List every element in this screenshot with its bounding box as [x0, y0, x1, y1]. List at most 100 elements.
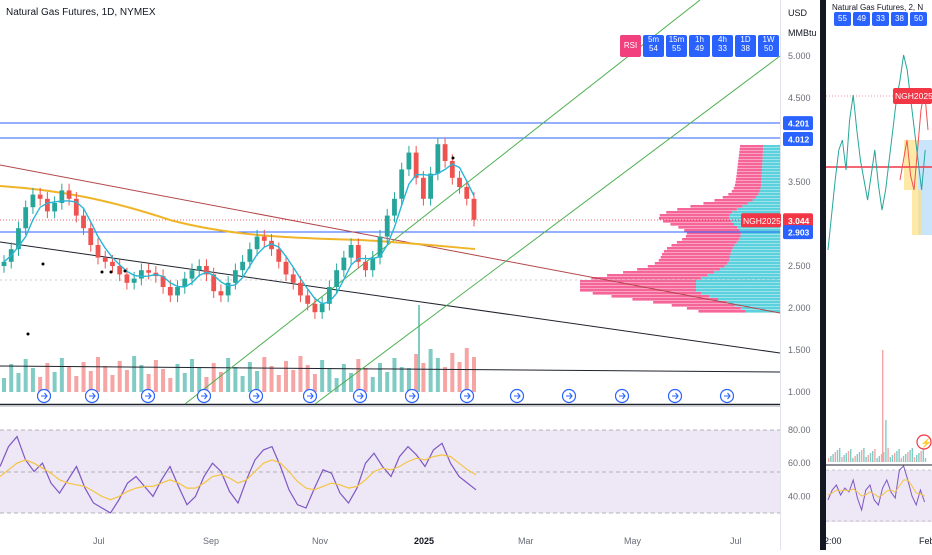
profile-bar-up — [740, 232, 780, 235]
symbol-tag[interactable] — [741, 213, 781, 228]
price-tick: 4.500 — [788, 93, 811, 103]
secondary-rsi-value: 50 — [914, 14, 923, 23]
rsi-ma-line — [0, 454, 477, 501]
volume-bar — [334, 378, 339, 392]
lightning-icon[interactable] — [916, 434, 932, 450]
profile-bar-down — [736, 175, 762, 178]
volume-bar — [67, 367, 72, 392]
profile-bar-up — [707, 274, 780, 277]
price-tag[interactable] — [783, 213, 813, 228]
secondary-rsi-box[interactable]: 55 — [834, 12, 851, 26]
price-tick: 3.500 — [788, 177, 811, 187]
candle-body — [131, 278, 137, 283]
profile-bar-down — [580, 286, 696, 289]
time-tick: Jul — [93, 536, 105, 546]
symbol-tag-label: NGH2025 — [743, 216, 781, 226]
secondary-volume-bar — [874, 449, 876, 462]
candle-body — [377, 236, 383, 258]
volume-bar — [240, 376, 245, 392]
profile-bar-up — [701, 292, 780, 295]
profile-bar-up — [761, 181, 780, 184]
rsi-label-box[interactable]: RSI — [620, 35, 641, 57]
secondary-volume-bar — [920, 451, 922, 462]
price-tag[interactable] — [783, 225, 813, 240]
secondary-rsi-box[interactable]: 38 — [891, 12, 908, 26]
currency-label[interactable]: USD — [788, 8, 808, 18]
candle-body — [363, 261, 368, 271]
profile-bar-up — [709, 295, 780, 298]
profile-bar-up — [727, 262, 780, 265]
candle-body — [30, 194, 36, 208]
profile-bar-down — [734, 184, 762, 187]
price-tick: 5.000 — [788, 51, 811, 61]
candle-body — [240, 261, 246, 271]
price-tag[interactable] — [783, 131, 813, 146]
secondary-volume-bar — [880, 454, 883, 462]
volume-bar — [117, 361, 122, 392]
black-baseline[interactable] — [0, 365, 781, 373]
profile-bar-down — [714, 199, 753, 202]
profile-bar-down — [737, 166, 763, 169]
candle-body — [37, 194, 43, 199]
rsi-timeframe-box[interactable]: 15m 55 — [666, 35, 687, 57]
candle-body — [471, 198, 477, 220]
profile-bar-up — [696, 280, 780, 283]
secondary-volume-bar — [839, 448, 841, 462]
candle-body — [247, 249, 253, 262]
volume-bar — [168, 378, 173, 392]
profile-bar-down — [607, 274, 708, 277]
unit-label[interactable]: MMBtu — [788, 28, 817, 38]
profile-bar-down — [654, 262, 728, 265]
secondary-volume-bar — [863, 448, 865, 462]
channel-upper[interactable] — [184, 0, 701, 405]
profile-bar-down — [623, 271, 715, 274]
profile-bar-down — [580, 283, 696, 286]
volume-bar — [218, 372, 223, 392]
channel-lower[interactable] — [314, 55, 781, 405]
rsi-tick: 80.00 — [788, 425, 811, 435]
profile-bar-up — [696, 286, 780, 289]
profile-bar-up — [740, 307, 780, 310]
profile-bar-up — [724, 265, 780, 268]
profile-bar-down — [740, 145, 764, 148]
secondary-volume-bar — [902, 456, 905, 462]
profile-bar-down — [653, 301, 727, 304]
volume-bar — [45, 363, 50, 392]
rsi-timeframe-box[interactable]: 4h 33 — [712, 35, 733, 57]
event-arrow-glyph — [201, 392, 208, 400]
profile-bar-down — [670, 223, 734, 226]
profile-bar-down — [661, 253, 731, 256]
black-trendline[interactable] — [0, 241, 781, 354]
profile-bar-down — [667, 247, 733, 250]
price-tag[interactable] — [783, 116, 813, 131]
volume-bar — [23, 359, 28, 392]
volume-bar — [255, 371, 260, 392]
event-arrow-glyph — [41, 392, 48, 400]
marker-dot — [41, 262, 45, 266]
volume-bar — [103, 366, 108, 392]
time-tick: Nov — [312, 536, 329, 546]
secondary-volume-bar — [891, 455, 894, 462]
profile-bar-down — [703, 202, 748, 205]
rsi-timeframe-box[interactable]: 1W 50 — [758, 35, 779, 57]
secondary-rsi-box[interactable]: 49 — [853, 12, 870, 26]
candle-body — [160, 276, 166, 287]
volume-bar — [262, 357, 267, 392]
secondary-volume-bar — [847, 451, 850, 462]
candle-body — [117, 266, 123, 275]
rsi-timeframe-box[interactable]: 1h 49 — [689, 35, 710, 57]
profile-bar-up — [738, 238, 780, 241]
secondary-volume-bar — [883, 452, 885, 462]
rsi-timeframe-box[interactable]: 1D 38 — [735, 35, 756, 57]
secondary-rsi-box[interactable]: 33 — [872, 12, 889, 26]
price-tag-label: 4.201 — [788, 119, 810, 129]
secondary-price-tag[interactable] — [893, 88, 932, 104]
secondary-volume-bar — [841, 457, 843, 462]
secondary-volume-bar — [878, 456, 880, 462]
rsi-timeframe-box[interactable]: 5m 54 — [643, 35, 664, 57]
candle-body — [442, 144, 448, 161]
candle-body — [464, 187, 470, 199]
secondary-rsi-box[interactable]: 50 — [910, 12, 927, 26]
marker-dot — [26, 332, 30, 336]
split-divider[interactable] — [820, 0, 826, 550]
